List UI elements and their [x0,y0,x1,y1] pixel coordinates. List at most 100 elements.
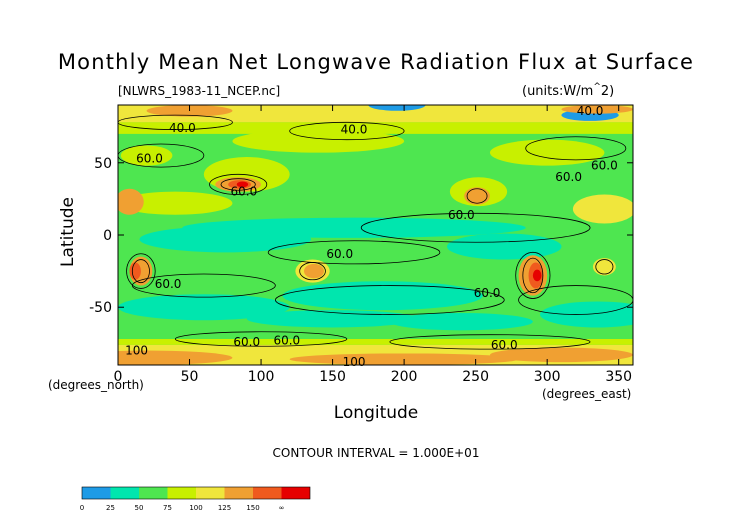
contour-line [126,253,156,289]
contour-label: 40.0 [577,104,604,118]
colorbar-swatch [167,487,196,499]
colorbar-label: 150 [246,504,259,512]
y-units-label: (degrees_north) [48,378,144,392]
contour-lines [118,114,633,350]
field-blob [447,233,562,260]
y-tick-label: 0 [103,228,112,244]
contour-line [131,273,276,298]
field-blob [282,281,483,311]
contour-line [209,173,268,195]
contour-label: 60.0 [491,338,518,352]
contour-label: 60.0 [155,277,182,291]
contour-line [220,178,256,191]
field-blob [129,262,141,280]
contour-label: 40.0 [341,123,368,137]
field-blob [118,188,144,215]
field-blob [182,217,526,238]
colorbar-label: 100 [189,504,202,512]
contour-label: 60.0 [448,208,475,222]
contour-line [131,259,150,284]
colorbar-frame [81,486,311,500]
colorbar-swatch [253,487,282,499]
field-blob [464,187,490,205]
contour-line [515,251,551,299]
flux-field [118,105,633,365]
contour-line [522,257,544,294]
contour-label: 40.0 [169,121,196,135]
colorbar-swatch [224,487,253,499]
contour-line [174,331,348,347]
contour-line [389,334,591,350]
contour-label: 60.0 [136,151,163,165]
contour-line [525,136,627,161]
x-tick-label: 300 [534,369,561,385]
contour-label: 60.0 [555,170,582,184]
x-units-label: (degrees_east) [542,387,632,401]
x-axis-label: Longitude [333,403,419,423]
contour-label: 60.0 [273,333,300,347]
x-tick-label: 350 [605,369,632,385]
x-tick-label: 150 [319,369,346,385]
contour-line [267,240,441,265]
x-tick-label: 0 [114,369,123,385]
contour-labels: 40.0 40.0 40.0 60.0 60.0 60.0 60.0 60.0 60.0 60.0… [125,104,618,369]
colorbar-swatch [139,487,168,499]
field-blob [561,105,633,114]
contour-label: 100 [343,355,366,369]
colorbar-label: 125 [218,504,231,512]
field-blob [118,191,233,215]
contour-label: 60.0 [591,159,618,173]
field-blob [303,263,324,279]
field-blob [389,313,533,331]
field-blob [120,145,173,166]
x-tick-label: 200 [391,369,418,385]
field-blob [489,347,633,363]
colorbar-label: 25 [106,504,115,512]
contour-line [595,259,614,275]
x-tick-label: 250 [462,369,489,385]
chart-title: Monthly Mean Net Longwave Radiation Flux… [57,50,695,74]
file-label: [NLWRS_1983-11_NCEP.nc] [118,84,281,98]
field-blob [232,129,405,153]
field-band [118,122,633,134]
colorbar-label: 0 [80,504,84,512]
field-blob [368,105,426,111]
field-blob [118,350,233,365]
colorbar-label: 75 [163,504,172,512]
units-label: (units:W/m^2) [522,82,615,99]
colorbar-label: 50 [135,504,144,512]
contour-line [360,212,591,243]
field-band [118,105,633,123]
field-blob [118,294,290,321]
contour-interval-label: CONTOUR INTERVAL = 1.000E+01 [272,446,480,460]
contour-label: 60.0 [326,247,353,261]
y-tick-label: -50 [89,300,112,316]
colorbar-swatch [196,487,225,499]
field-blob [540,301,633,328]
y-tick-label: 50 [94,156,112,172]
x-tick-label: 50 [181,369,199,385]
field-blob [489,139,605,166]
field-blob [572,194,633,224]
y-axis-ticks: -50 0 50 [89,156,633,316]
colorbar-swatch [82,487,111,499]
contour-label: 100 [125,344,148,358]
x-axis-ticks: 0 50 100 150 200 250 300 350 [114,105,632,385]
field-blob [236,181,249,188]
field-band [118,339,633,345]
x-tick-label: 100 [248,369,275,385]
colorbar-label: ∞ [279,504,285,512]
colorbar-swatch [110,487,139,499]
colorbar-swatch [281,487,310,499]
contour-label: 60.0 [233,335,260,349]
field-blob [532,269,542,282]
contour-line [466,188,488,204]
contour-line [118,143,205,168]
contour-line [289,121,405,141]
contour-line [274,285,505,315]
contour-label: 60.0 [231,185,258,199]
field-blob [592,258,616,276]
y-axis-label: Latitude [58,197,78,267]
contour-label: 60.0 [474,286,501,300]
